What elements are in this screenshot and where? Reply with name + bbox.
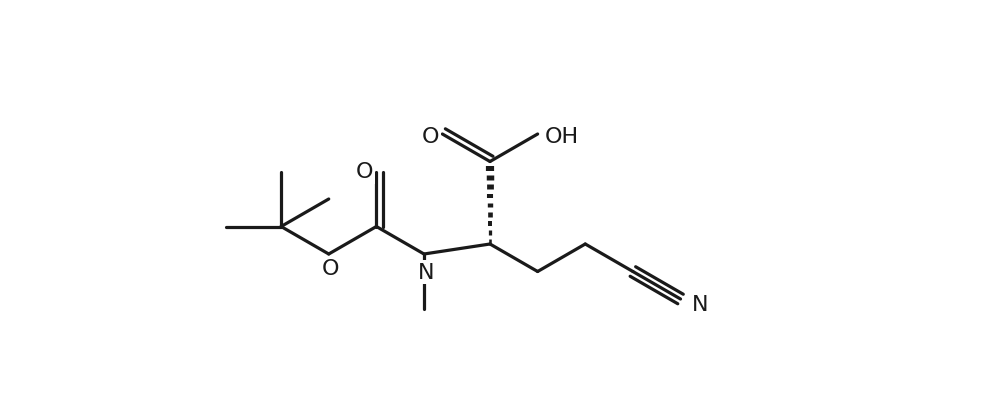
Text: N: N — [692, 294, 709, 314]
Text: OH: OH — [545, 127, 579, 147]
Text: O: O — [322, 258, 339, 278]
Text: O: O — [355, 162, 374, 182]
Text: O: O — [422, 127, 439, 147]
Text: N: N — [418, 262, 434, 282]
